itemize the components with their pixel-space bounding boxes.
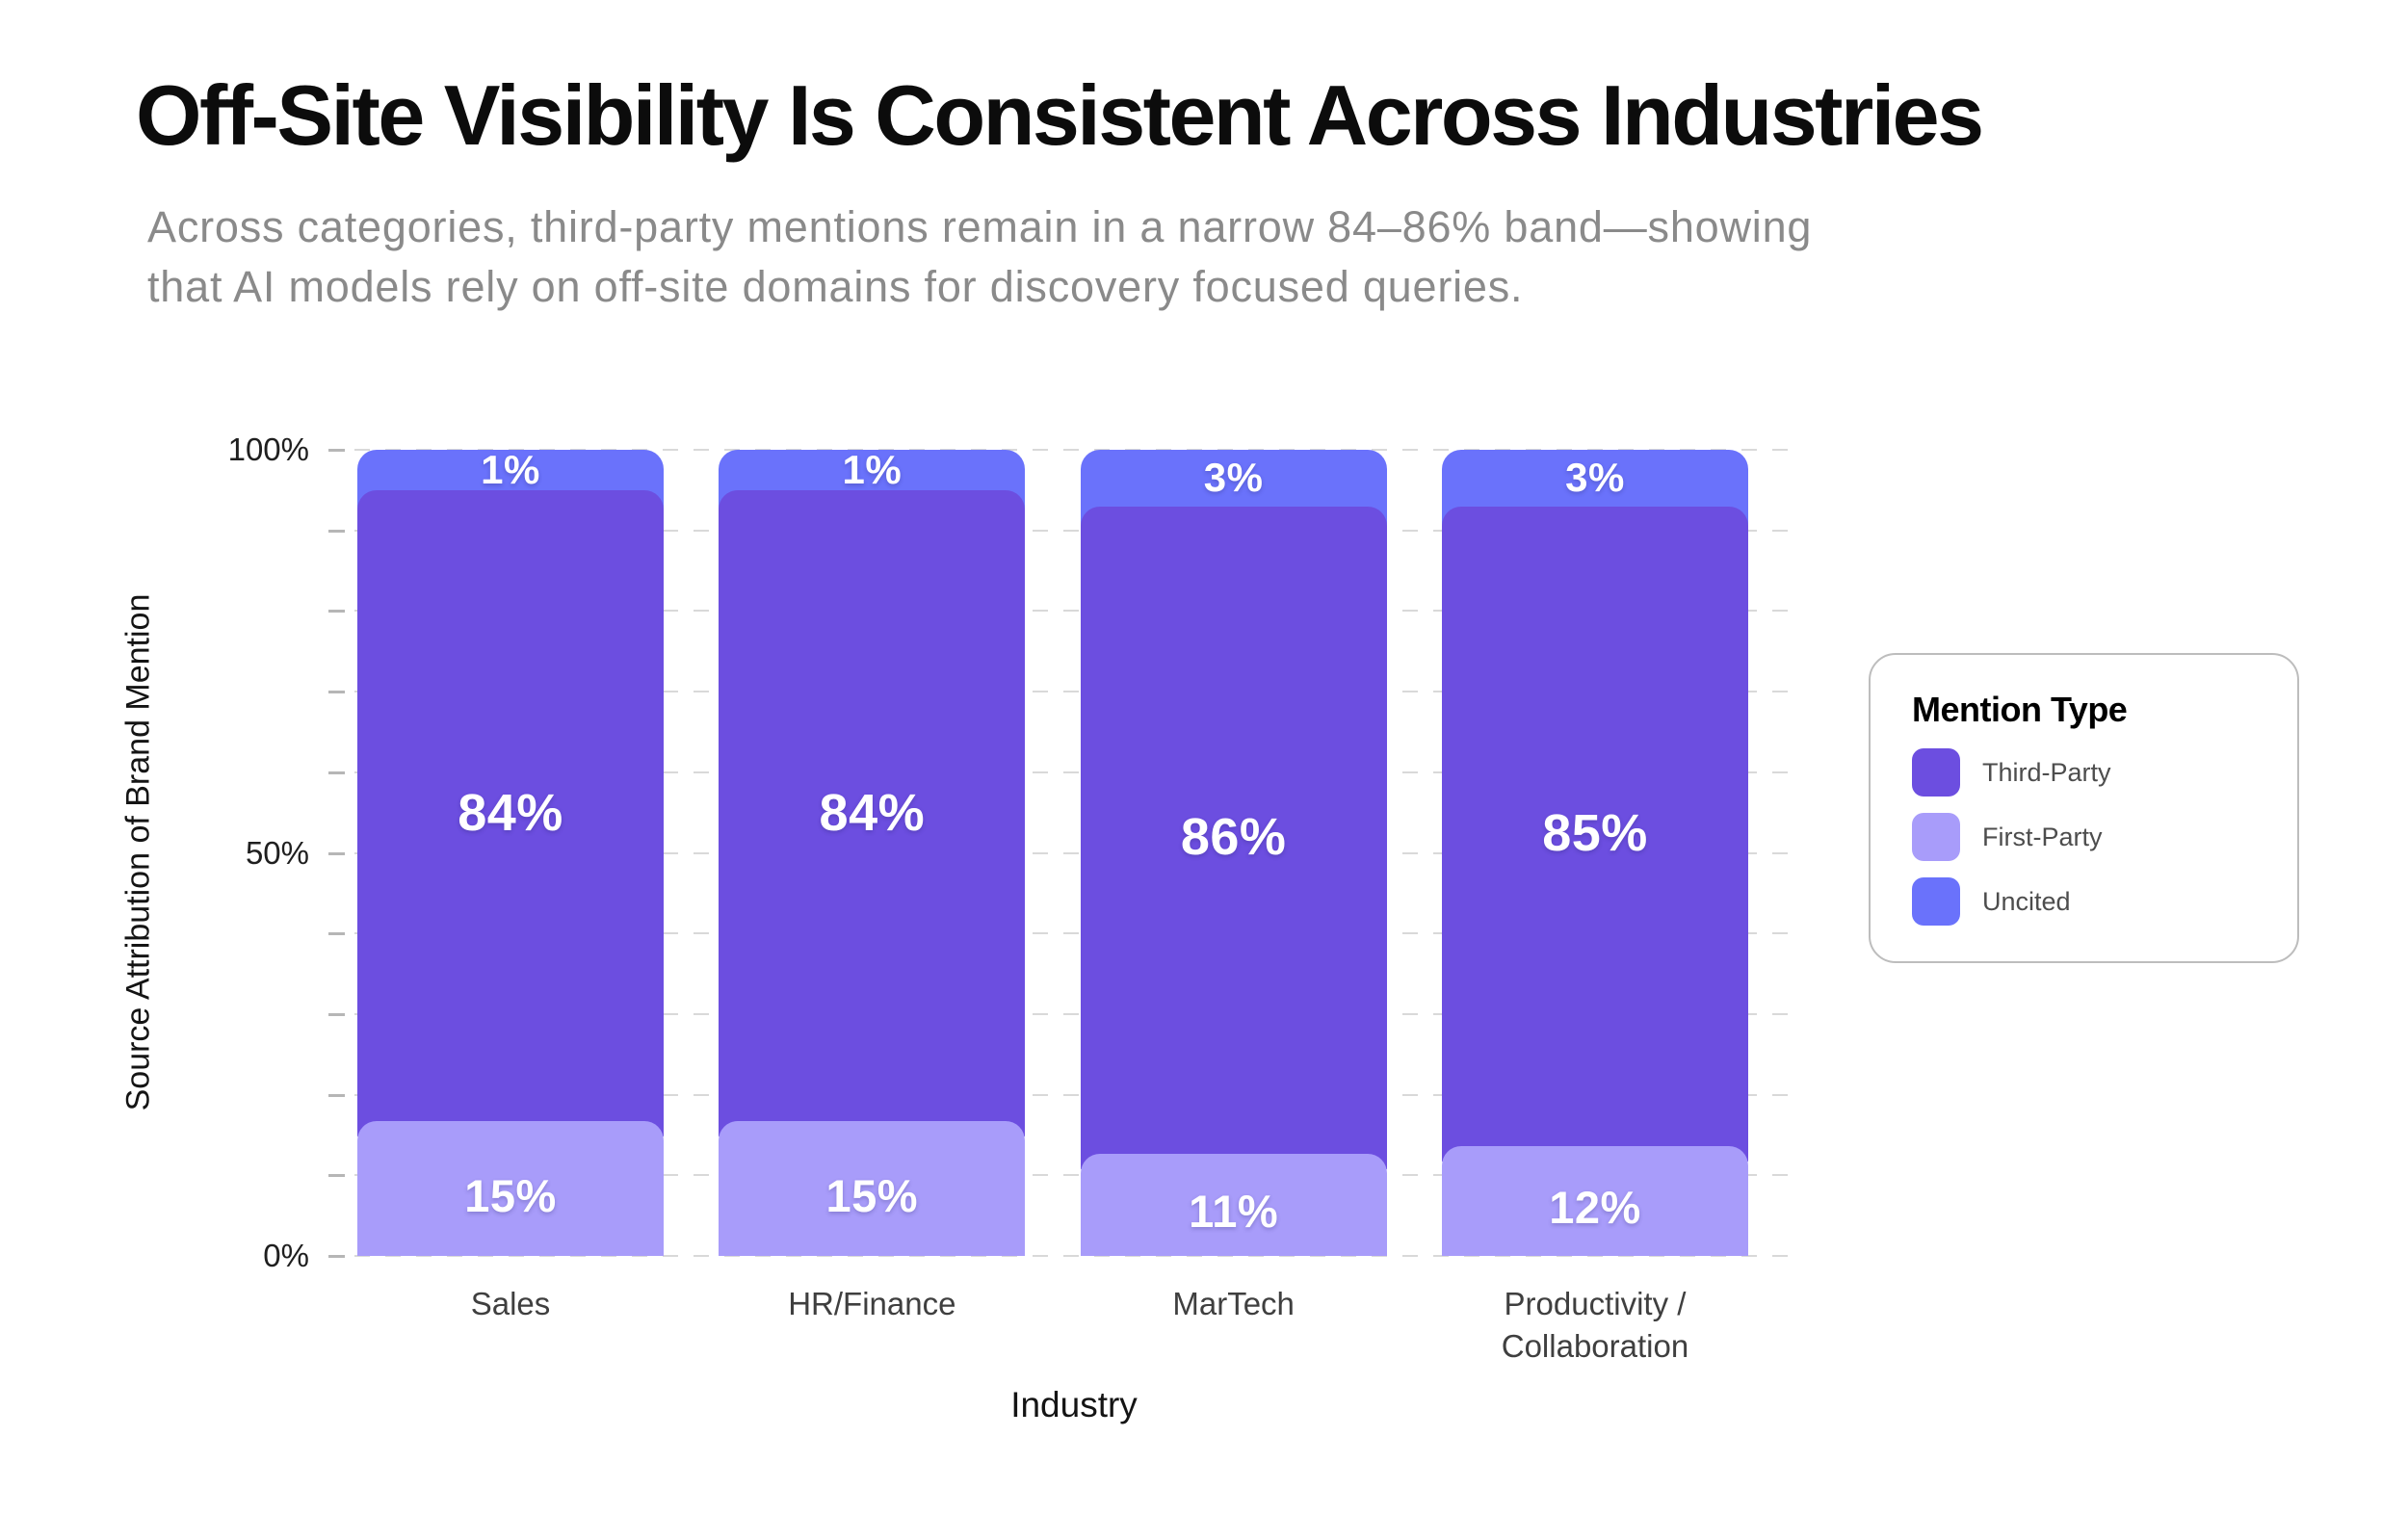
legend-title: Mention Type [1912,690,2128,729]
bar-segment-first-party-sales [357,1121,664,1256]
x-axis-title: Industry [1010,1385,1138,1424]
legend-item-label: Uncited [1982,886,2071,916]
category-label-productivity-collaboration: Productivity / Collaboration [1501,1286,1689,1364]
category-label-sales: Sales [470,1286,551,1321]
y-axis-tick [328,1093,345,1097]
gridline-50 [354,851,1793,854]
y-tick-label-50: 50% [245,834,309,871]
y-axis-tick [328,449,345,452]
bar-segment-third-party-martech [1080,506,1387,1169]
gridline-20 [354,1093,1793,1096]
value-label-third-party-hr-finance: 84% [819,783,926,842]
page-title: Off-Site Visibility Is Consistent Across… [136,67,1984,163]
value-label-third-party-productivity-collaboration: 85% [1542,803,1648,862]
value-label-first-party-productivity-collaboration: 12% [1549,1182,1641,1234]
y-axis-title: Source Attribution of Brand Mention [119,593,157,1111]
value-label-third-party-martech: 86% [1180,807,1287,866]
legend-items: Third-Party First-Party Uncited [1912,748,2111,926]
bar-segment-third-party-sales [357,489,664,1137]
bar-sales: 1% 84% 15% [357,446,664,1256]
y-axis-tick [328,771,345,774]
legend-swatch-first-party [1912,813,1960,861]
y-axis-tick [328,529,345,533]
value-label-uncited-hr-finance: 1% [842,446,903,492]
gridline-60 [354,771,1793,773]
y-tick-label-100: 100% [227,431,309,467]
legend: Mention Type Third-Party First-Party Uncit… [1869,653,2299,963]
y-axis-tick [328,610,345,614]
value-label-uncited-martech: 3% [1203,455,1264,501]
bar-segment-first-party-hr-finance [719,1121,1026,1256]
gridline-40 [354,932,1793,935]
value-label-first-party-martech: 11% [1189,1186,1279,1238]
value-label-uncited-sales: 1% [481,446,540,492]
y-axis-tick [328,1012,345,1016]
page-subtitle: Across categories, third-party mentions … [147,202,1813,311]
category-label-martech: MarTech [1172,1286,1295,1321]
plot-area: 100% 50% 0% 1% 84% 15% Sales 1% 84% 15% HR/Finance… [228,431,1793,1364]
gridline-0 [354,1255,1793,1257]
gridline-80 [354,610,1793,613]
gridline-10 [354,1174,1793,1177]
value-label-uncited-productivity-collaboration: 3% [1565,455,1625,501]
bar-segment-third-party-productivity-collaboration [1441,506,1748,1162]
gridline-70 [354,691,1793,693]
legend-item-label: First-Party [1982,822,2103,851]
bar-segment-third-party-hr-finance [719,489,1026,1137]
y-axis-tick [328,851,345,855]
y-axis-tick [328,1174,345,1178]
y-tick-label-0: 0% [263,1238,309,1273]
bar-martech: 3% 86% 11% [1080,450,1387,1256]
value-label-first-party-sales: 15% [464,1169,557,1221]
category-label-hr-finance: HR/Finance [788,1286,956,1321]
bar-segment-first-party-productivity-collaboration [1441,1145,1748,1256]
legend-swatch-uncited [1912,877,1960,926]
y-axis-tick [328,1255,345,1258]
legend-item-uncited: Uncited [1912,877,2111,926]
gridline-90 [354,529,1793,532]
bar-hr-finance: 1% 84% 15% [719,446,1026,1256]
value-label-third-party-sales: 84% [458,783,563,842]
value-label-first-party-hr-finance: 15% [825,1169,919,1221]
gridline-30 [354,1012,1793,1015]
bar-segment-first-party-martech [1080,1153,1387,1256]
y-axis-tick [328,691,345,694]
legend-item-first-party: First-Party [1912,813,2111,861]
legend-swatch-third-party [1912,748,1960,797]
legend-item-third-party: Third-Party [1912,748,2111,797]
legend-item-label: Third-Party [1982,757,2111,787]
y-axis-tick [328,932,345,936]
bar-productivity-collaboration: 3% 85% 12% [1441,450,1748,1256]
gridline-100 [354,449,1793,451]
